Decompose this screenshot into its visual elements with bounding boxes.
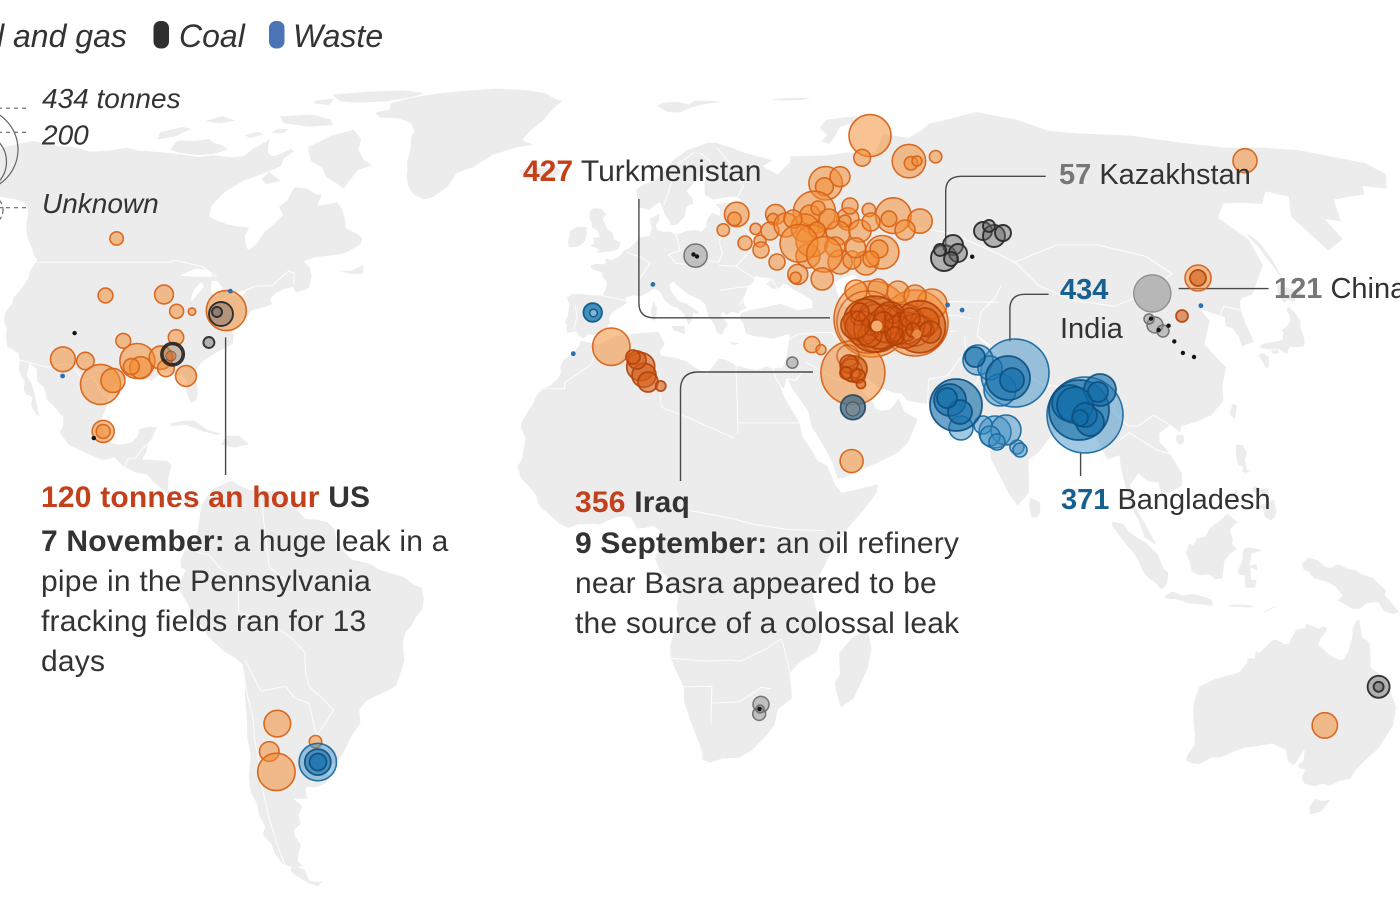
svg-text:434: 434	[1060, 274, 1108, 306]
svg-text:57 Kazakhstan: 57 Kazakhstan	[1059, 159, 1251, 191]
svg-text:356 Iraq: 356 Iraq	[575, 486, 690, 519]
svg-text:Coal: Coal	[179, 18, 246, 54]
svg-text:121 China: 121 China	[1274, 273, 1400, 305]
svg-text:120 tonnes an hour US: 120 tonnes an hour US	[41, 481, 370, 514]
svg-text:fracking fields ran for 13: fracking fields ran for 13	[41, 605, 366, 638]
svg-text:India: India	[1060, 313, 1124, 345]
svg-text:Waste: Waste	[293, 18, 383, 54]
svg-text:434 tonnes: 434 tonnes	[42, 83, 181, 114]
svg-text:near Basra appeared to be: near Basra appeared to be	[575, 567, 937, 600]
svg-text:Oil and gas: Oil and gas	[0, 18, 127, 54]
svg-text:200: 200	[41, 120, 89, 151]
svg-text:371 Bangladesh: 371 Bangladesh	[1061, 484, 1271, 516]
svg-text:the source of a colossal leak: the source of a colossal leak	[575, 607, 960, 640]
svg-text:427 Turkmenistan: 427 Turkmenistan	[523, 155, 761, 188]
svg-text:Unknown: Unknown	[42, 188, 159, 219]
svg-text:days: days	[41, 645, 105, 678]
svg-text:7 November: a huge leak in a: 7 November: a huge leak in a	[41, 525, 449, 558]
svg-text:9 September: an oil refinery: 9 September: an oil refinery	[575, 527, 959, 560]
svg-text:pipe in the Pennsylvania: pipe in the Pennsylvania	[41, 565, 371, 598]
